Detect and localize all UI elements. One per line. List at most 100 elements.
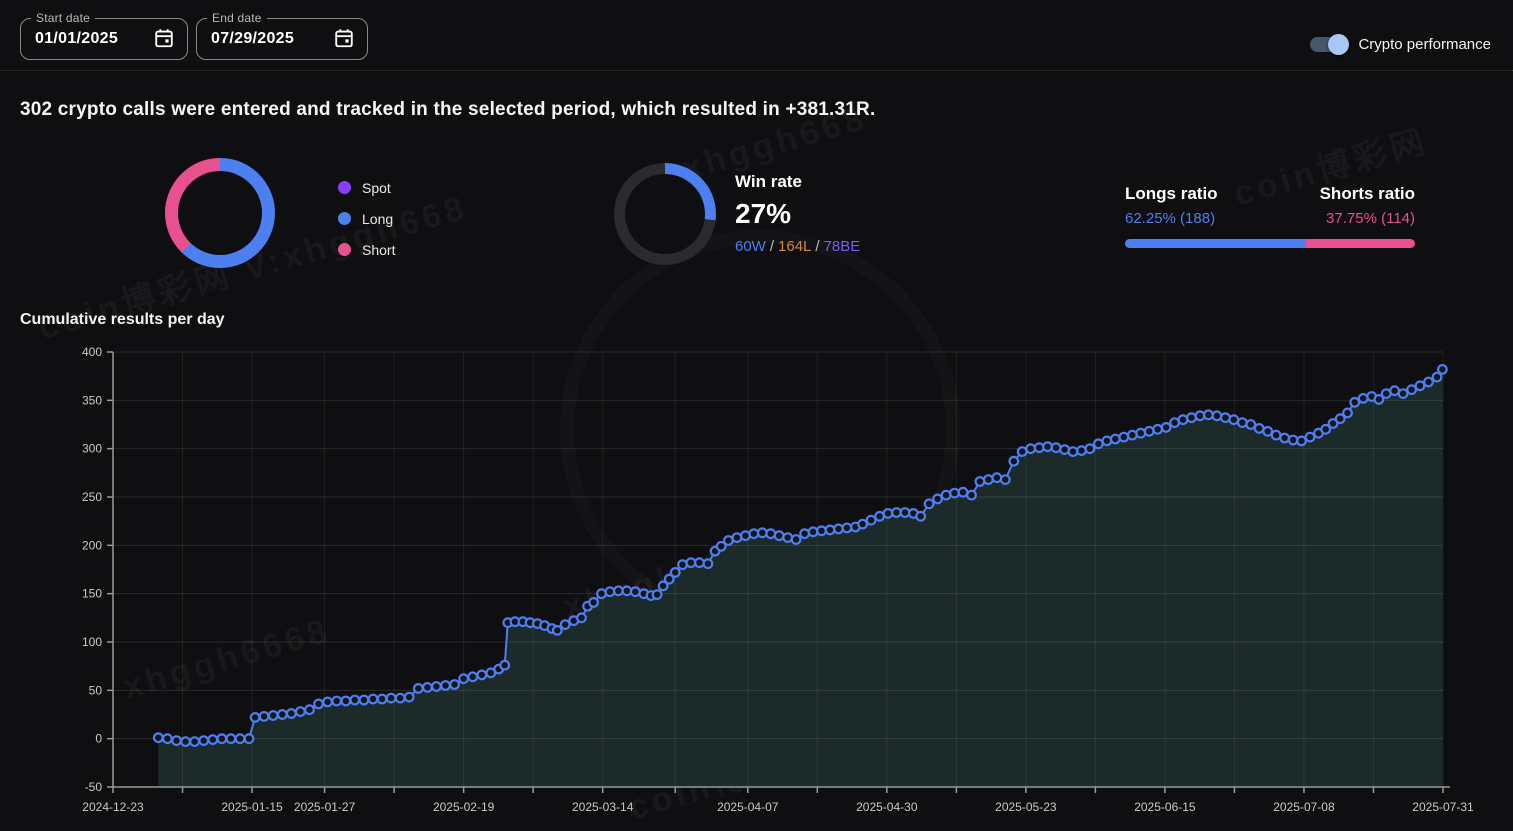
data-point — [651, 589, 663, 601]
data-point — [1357, 392, 1369, 404]
ratio-bar-long-segment — [1125, 239, 1306, 248]
data-point — [385, 692, 397, 704]
data-point — [1118, 431, 1130, 443]
data-point — [1135, 427, 1147, 439]
data-point — [1008, 455, 1020, 467]
x-tick-label: 2025-06-15 — [1134, 800, 1196, 814]
data-point — [731, 532, 743, 544]
legend-item-short: Short — [338, 234, 395, 265]
data-point — [152, 732, 164, 744]
x-tick-label: 2025-04-07 — [717, 800, 779, 814]
data-point — [1334, 413, 1346, 425]
legend-item-spot: Spot — [338, 172, 395, 203]
data-point — [349, 694, 361, 706]
data-point — [1219, 412, 1231, 424]
chart-title: Cumulative results per day — [20, 311, 225, 328]
data-point — [440, 680, 451, 691]
data-point — [974, 476, 986, 487]
data-point — [1436, 364, 1448, 375]
data-point — [394, 692, 406, 704]
data-point — [915, 510, 927, 522]
y-tick-label: -50 — [85, 780, 103, 794]
x-tick-label: 2025-07-08 — [1273, 800, 1335, 814]
data-point — [189, 736, 201, 748]
longs-shorts-ratio-bar — [1125, 239, 1415, 248]
data-point — [748, 528, 760, 540]
data-point — [1033, 442, 1045, 454]
data-point — [285, 708, 297, 719]
start-date-value[interactable]: 01/01/2025 — [35, 30, 119, 47]
data-point — [458, 673, 470, 685]
chart-canvas: 400 350 300 250 200 150 100 50 0 -50 2024-12-23 202… — [82, 345, 1474, 814]
end-date-field[interactable]: End date 07/29/2025 — [196, 11, 368, 60]
data-point — [1084, 443, 1096, 455]
data-point — [1059, 444, 1070, 455]
data-point — [171, 735, 182, 747]
data-point — [807, 526, 819, 538]
data-point — [322, 696, 334, 708]
short-color-dot — [338, 243, 351, 256]
data-point — [773, 530, 785, 542]
data-point — [376, 693, 388, 705]
end-date-value[interactable]: 07/29/2025 — [211, 30, 295, 47]
data-point — [340, 695, 352, 707]
data-point — [756, 527, 768, 539]
data-point — [629, 586, 641, 598]
data-point — [161, 733, 173, 745]
start-date-field[interactable]: Start date 01/01/2025 — [20, 11, 188, 60]
data-point — [295, 706, 306, 718]
data-point — [225, 733, 237, 745]
end-date-calendar-button[interactable] — [331, 25, 357, 54]
data-point — [790, 534, 802, 545]
x-tick-label: 2025-01-15 — [221, 800, 283, 814]
data-point — [234, 733, 246, 745]
data-point — [999, 474, 1011, 486]
longs-shorts-ratio-block: Longs ratio Shorts ratio 62.25% (188) 37… — [1125, 184, 1415, 248]
data-point — [1373, 393, 1385, 405]
data-point — [403, 691, 415, 703]
data-point — [677, 559, 688, 571]
data-point — [412, 683, 424, 694]
data-point — [198, 735, 210, 747]
data-point — [1186, 412, 1197, 424]
crypto-performance-toggle[interactable] — [1310, 34, 1350, 55]
data-point — [1342, 407, 1353, 419]
x-tick-label: 2025-05-23 — [995, 800, 1057, 814]
start-date-calendar-button[interactable] — [151, 25, 177, 54]
data-point — [949, 487, 960, 499]
data-point — [1287, 434, 1299, 446]
y-tick-label: 100 — [82, 635, 102, 649]
summary-headline: 302 crypto calls were entered and tracke… — [20, 99, 876, 120]
data-point — [857, 518, 868, 530]
data-point — [621, 585, 633, 597]
data-point — [1397, 388, 1409, 399]
data-point — [1279, 432, 1290, 444]
data-point — [1025, 443, 1037, 455]
toggle-thumb[interactable] — [1328, 34, 1350, 55]
data-point — [765, 528, 777, 540]
wins-count: 60W — [735, 238, 766, 255]
data-point — [957, 486, 969, 498]
data-point — [983, 474, 994, 486]
data-point — [559, 619, 571, 631]
data-point — [1431, 371, 1443, 383]
data-point — [1245, 419, 1257, 430]
data-point — [740, 530, 751, 542]
data-point — [576, 612, 587, 624]
data-point — [1304, 431, 1316, 443]
data-point — [358, 694, 370, 706]
data-point — [882, 507, 894, 519]
data-point — [991, 472, 1003, 484]
shorts-ratio-label: Shorts ratio — [1319, 184, 1415, 203]
data-point — [180, 736, 191, 748]
data-point — [799, 528, 810, 540]
ratio-bar-short-segment — [1305, 239, 1415, 248]
data-point — [715, 540, 727, 552]
data-point — [422, 682, 433, 693]
crypto-performance-toggle-label: Crypto performance — [1358, 36, 1491, 53]
start-date-label: Start date — [31, 11, 96, 25]
calendar-icon — [333, 27, 355, 52]
data-point — [216, 733, 228, 745]
legend-label-long: Long — [362, 210, 394, 227]
data-point — [865, 514, 877, 526]
